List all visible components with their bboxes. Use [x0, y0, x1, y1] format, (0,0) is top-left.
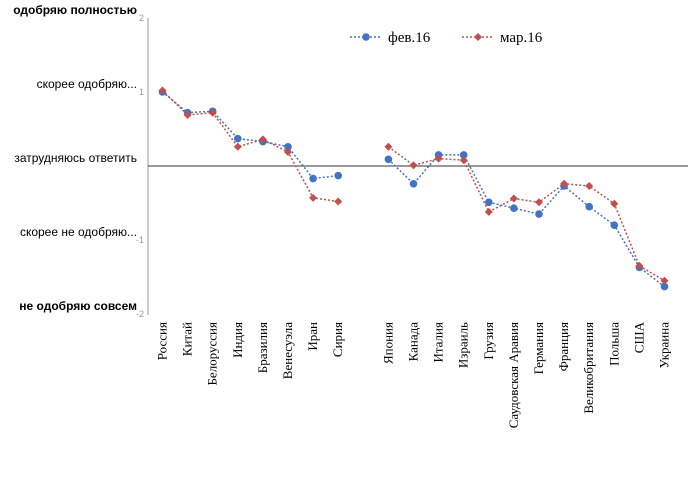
series-line — [161, 89, 339, 203]
legend-label: мар.16 — [500, 30, 543, 46]
y-axis-label: скорее не одобряю... — [20, 225, 137, 239]
data-point — [334, 197, 343, 206]
data-point — [459, 156, 468, 165]
data-point — [233, 142, 242, 151]
data-point — [334, 171, 343, 180]
x-axis-label: Япония — [380, 322, 395, 364]
x-axis-label: Грузия — [481, 322, 496, 360]
x-axis-label: Саудовская Аравия — [506, 322, 521, 428]
y-axis-label: не одобряю совсем — [19, 299, 137, 313]
data-point — [384, 155, 393, 164]
data-point — [484, 207, 493, 216]
x-axis-label: Израиль — [456, 322, 471, 368]
y-axis-label: скорее одобряю... — [37, 77, 137, 91]
x-axis-label: Индия — [230, 322, 245, 358]
x-axis-label: Бразилия — [255, 322, 270, 373]
series-line — [387, 146, 665, 282]
y-axis-category-labels: одобряю полностью скорее одобряю... затруд… — [13, 3, 137, 313]
y-tick-label: 2 — [139, 13, 144, 23]
data-point — [384, 142, 393, 151]
data-point — [409, 179, 418, 188]
data-point — [660, 276, 669, 285]
x-axis-label: Иран — [305, 322, 320, 351]
data-point — [183, 110, 192, 119]
x-axis-label: Италия — [431, 322, 446, 363]
x-axis-label: Украина — [657, 322, 672, 369]
x-axis-label: Россия — [155, 322, 170, 360]
x-axis-label: Белоруссия — [205, 322, 220, 386]
series-line — [387, 154, 665, 288]
legend: фев.16 мар.16 — [350, 30, 543, 46]
x-axis-label: Великобритания — [581, 322, 596, 414]
series-lines — [161, 89, 665, 288]
x-axis-label: Германия — [531, 322, 546, 374]
x-axis-label: Венесуэла — [280, 322, 295, 379]
data-point — [585, 181, 594, 190]
data-point — [585, 202, 593, 211]
data-point — [509, 194, 518, 203]
data-point — [258, 135, 267, 144]
data-point — [535, 210, 543, 218]
legend-label: фев.16 — [388, 30, 431, 46]
y-axis-label: затрудняюсь ответить — [14, 151, 137, 165]
data-point — [610, 221, 619, 229]
data-point — [485, 198, 493, 207]
x-axis-label: Канада — [406, 322, 421, 362]
x-axis-labels: Россия Китай Белоруссия Индия Бразилия Венесу… — [155, 321, 672, 428]
legend-marker — [474, 33, 482, 41]
series-markers — [158, 86, 669, 291]
legend-marker — [362, 33, 370, 41]
y-axis-label: одобряю полностью — [13, 3, 137, 17]
data-point — [234, 134, 242, 143]
x-axis-label: Китай — [180, 322, 195, 356]
data-point — [434, 154, 443, 163]
y-tick-label: -1 — [136, 235, 144, 245]
data-point — [510, 204, 518, 212]
data-point — [409, 161, 418, 170]
data-point — [560, 179, 569, 188]
data-point — [535, 198, 543, 207]
y-tick-label: -2 — [136, 309, 144, 319]
y-tick-label: 1 — [139, 87, 144, 97]
x-axis-label: Польша — [606, 322, 621, 366]
data-point — [158, 86, 167, 95]
x-axis-label: Сирия — [330, 322, 345, 357]
data-point — [284, 142, 292, 151]
data-point — [208, 108, 217, 117]
data-point — [309, 193, 318, 202]
data-point — [610, 199, 619, 208]
y-axis-tick-labels: 2 1 -1 -2 — [136, 13, 144, 319]
data-point — [459, 151, 468, 159]
data-point — [635, 261, 644, 270]
data-point — [284, 147, 292, 156]
x-axis-label: США — [631, 321, 646, 353]
data-point — [660, 282, 669, 291]
x-axis-label: Франция — [556, 322, 571, 371]
data-point — [309, 174, 317, 183]
series-line — [162, 91, 339, 180]
